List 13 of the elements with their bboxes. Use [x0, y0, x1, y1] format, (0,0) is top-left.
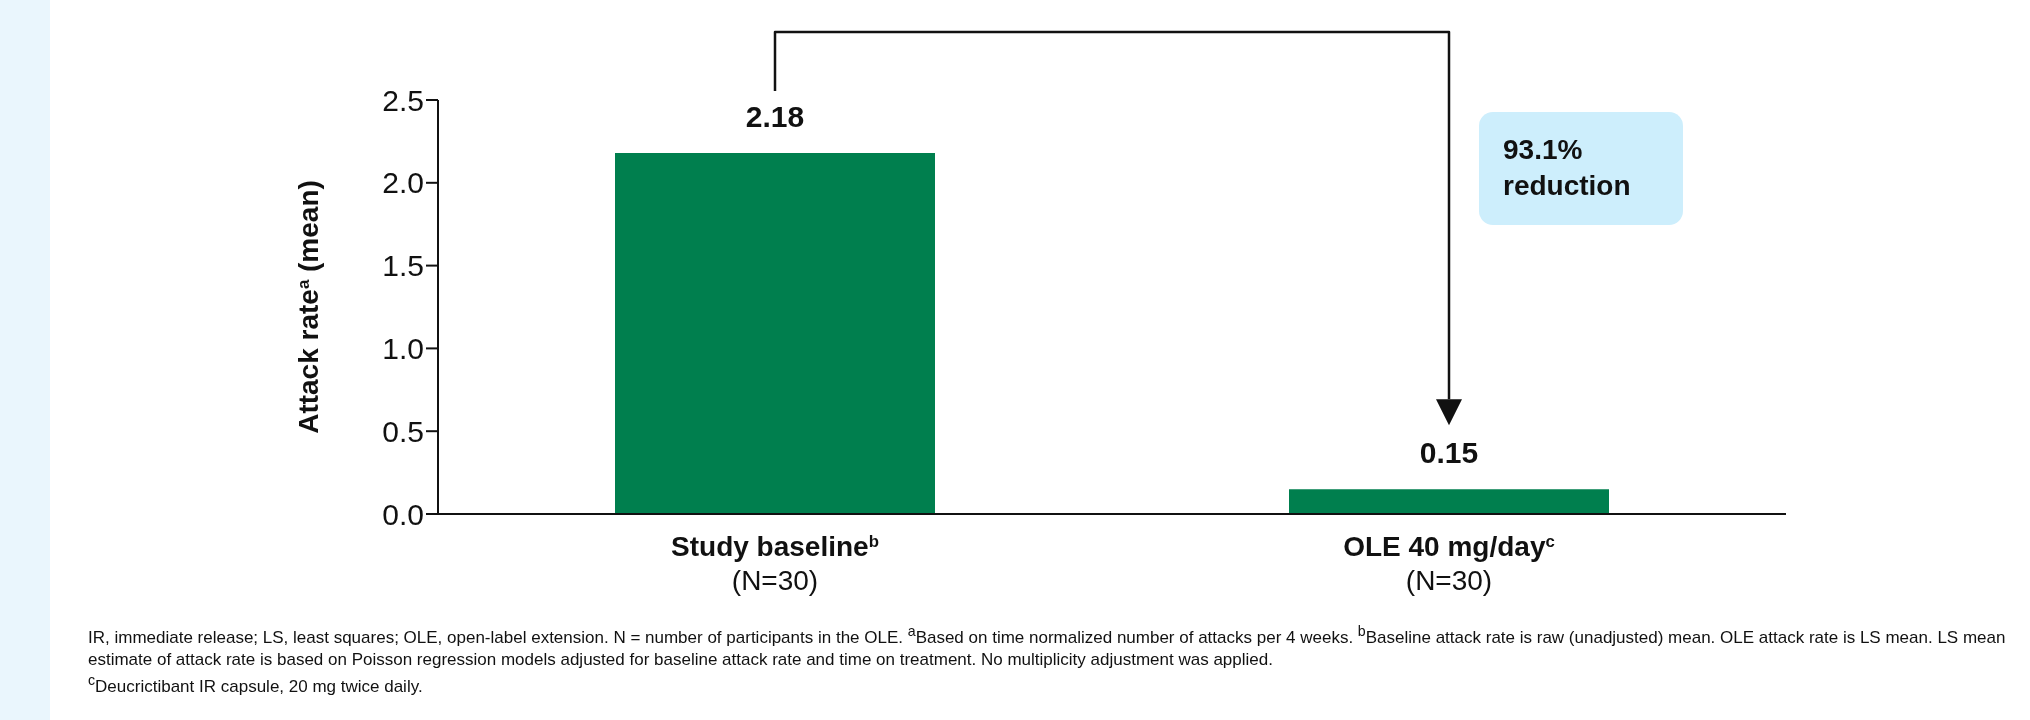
data-label: 2.18 [745, 99, 805, 133]
y-tick-label: 0.5 [382, 414, 424, 448]
annotation: 93.1% reduction [1479, 112, 1683, 225]
category-label: Study baseline$^{b}$ (N=30) [671, 531, 879, 596]
category-label: OLE 40 mg/day$^{c}$ (N=30) [1343, 531, 1555, 596]
text: IR, immediate release; LS, least squares; OLE, open-label extension. N = number of participants in the OLE. $^{a}$Based on time normalized number of attacks per 4 weeks. $^{b}$Baseline attack rate is raw (unadjusted) mean. OLE attack rate is LS mean. LS mean estimate of attack rate is based on Poisson regression models adjusted for baseline attack rate and time on treatment. No multiplicity adjustment was applied. [88, 623, 2006, 669]
data-label: 0.15 [1419, 436, 1479, 470]
y-tick-label: 1.5 [382, 249, 424, 283]
y-tick-label: 2.5 [382, 83, 424, 117]
y-tick-label: 2.0 [382, 166, 424, 200]
text: $^{c}$Deucrictibant IR capsule, 20 mg twice daily. [88, 670, 424, 698]
y-tick-label: 1.0 [382, 332, 424, 366]
y-tick-label: 0.0 [382, 497, 424, 531]
